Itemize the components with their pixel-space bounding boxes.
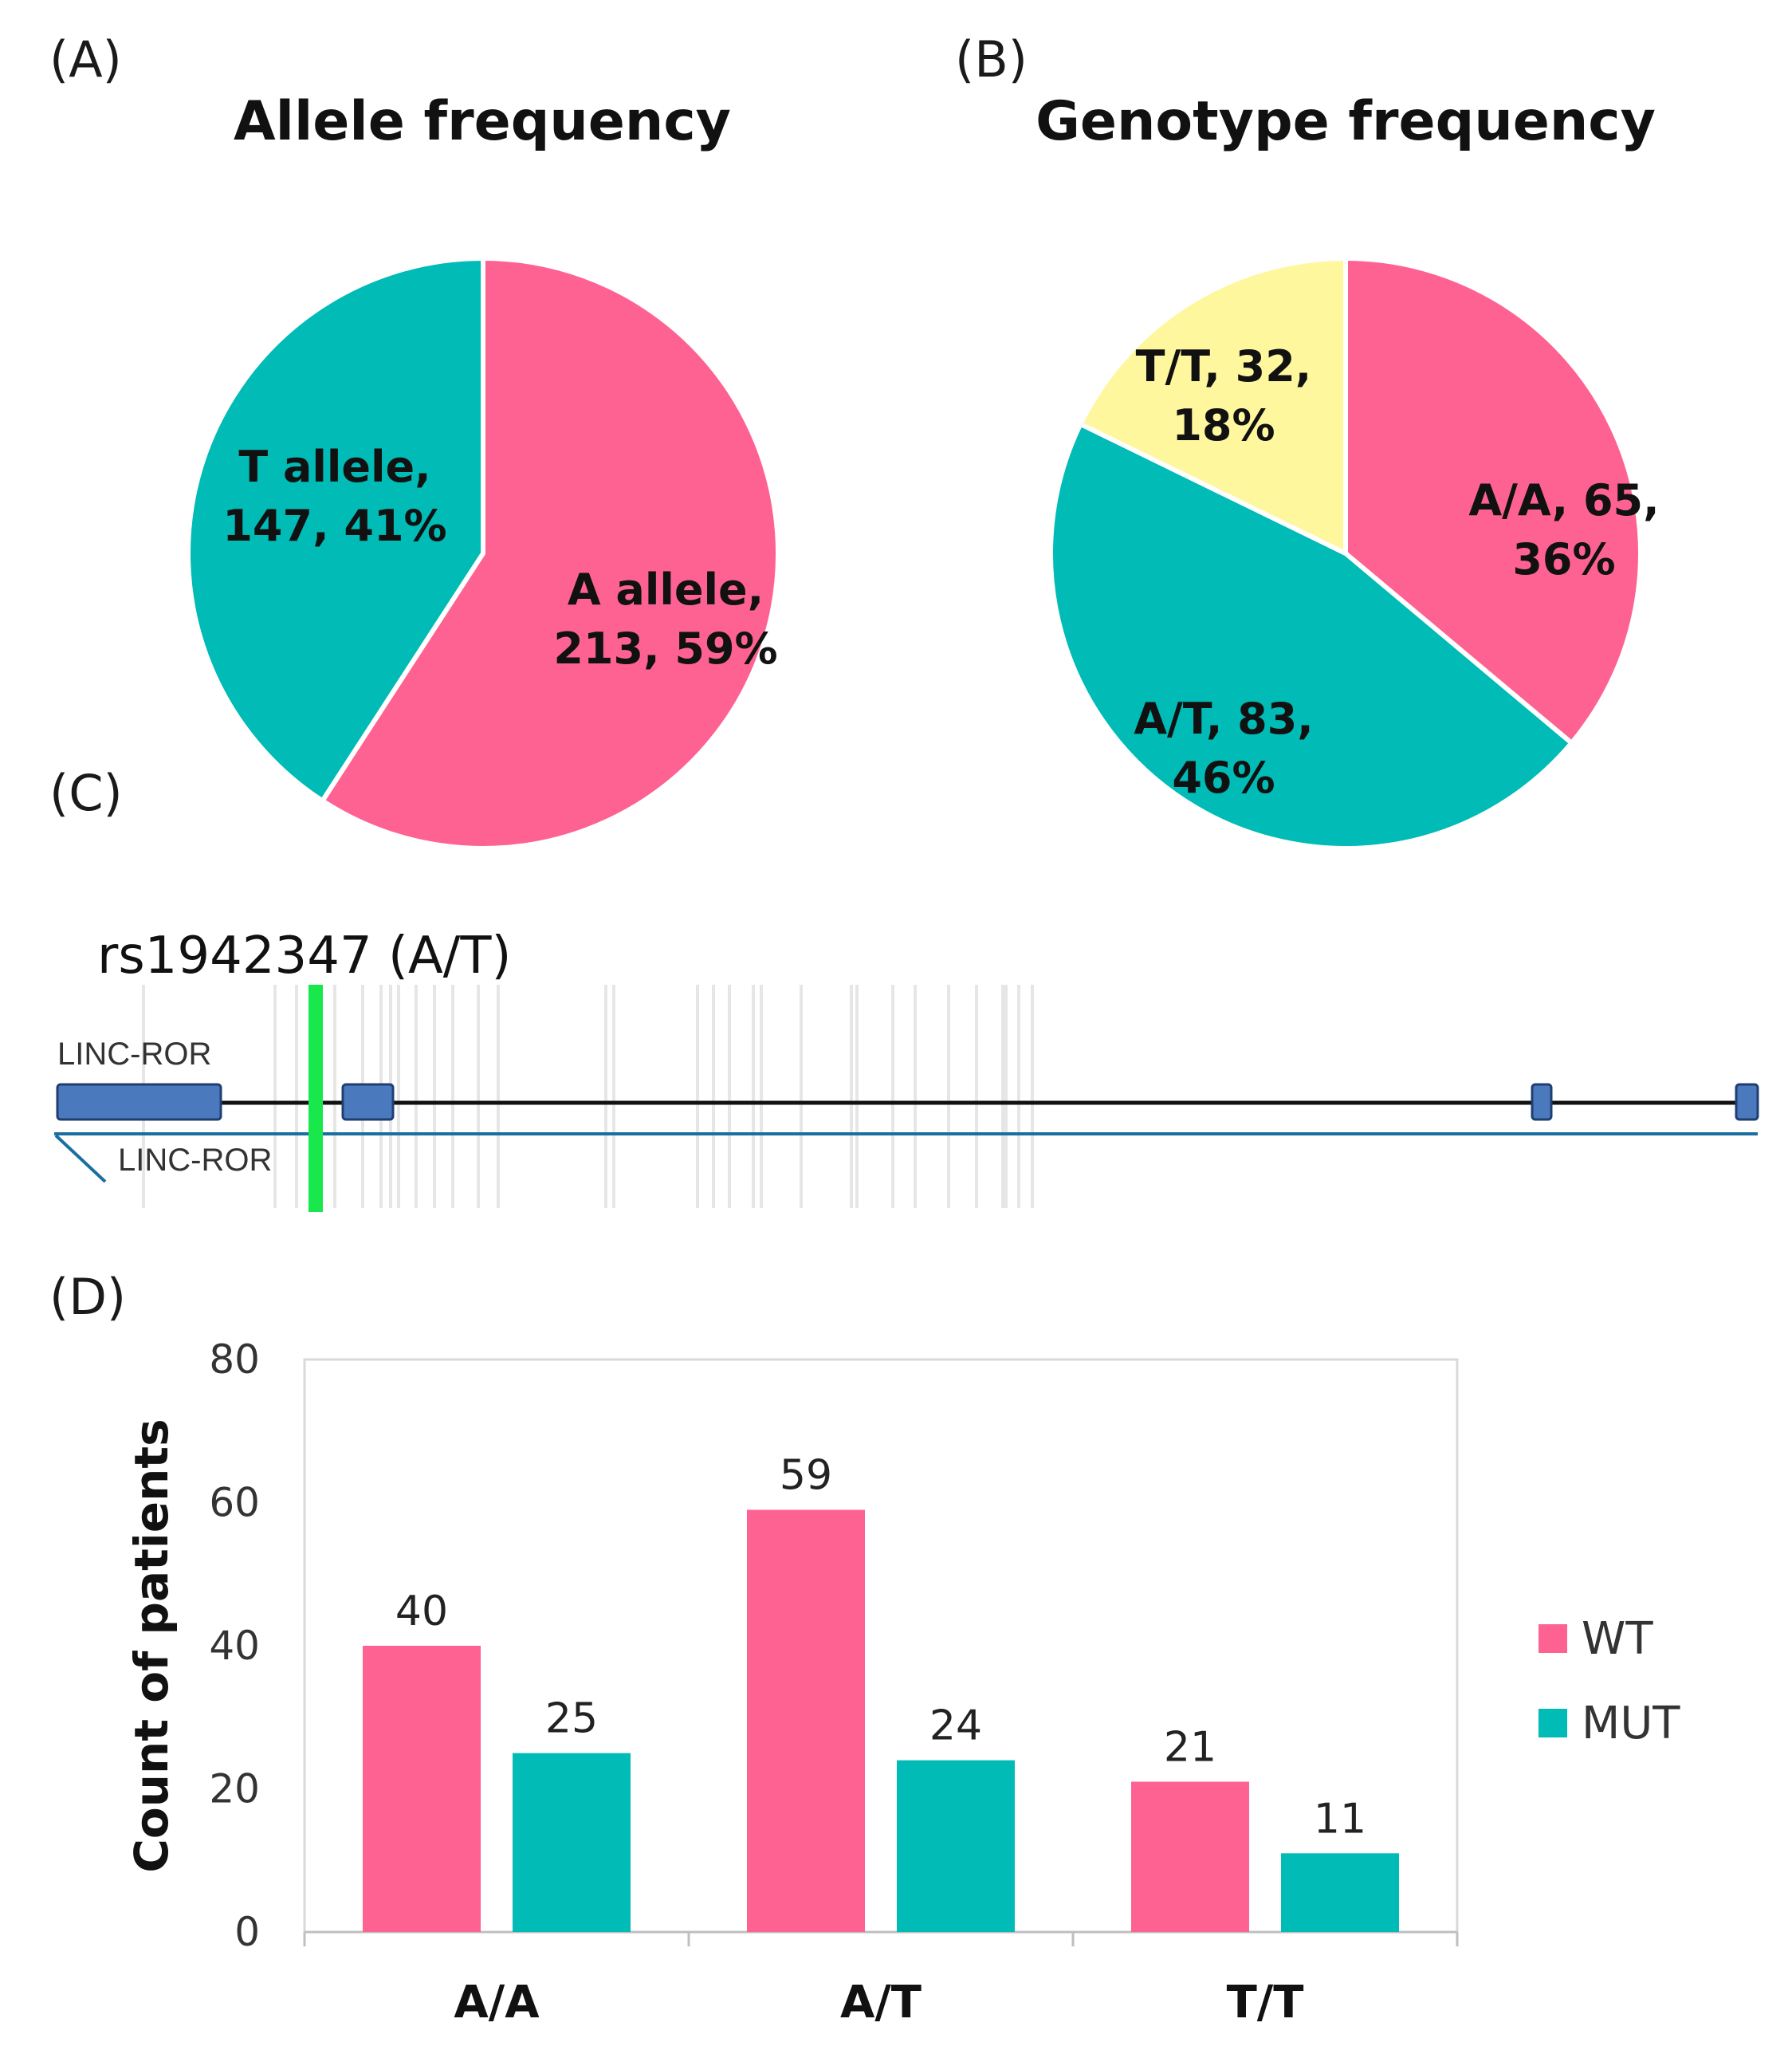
pie-a-slice-1 [186, 256, 485, 804]
exon-1 [56, 1083, 222, 1121]
legend-label-mut: MUT [1582, 1698, 1680, 1749]
bar-wt-1 [747, 1509, 865, 1932]
pie-a-slice-0 [320, 256, 780, 851]
bar-chart-genotype-counts: 0 20 40 60 80 A/A A/T T/T 40 25 59 24 21 11 Count o… [124, 1336, 1680, 2028]
panel-label-a: (A) [49, 30, 122, 89]
gene-label-lower: LINC-ROR [118, 1143, 272, 1178]
pie-b-title: Genotype frequency [1036, 90, 1656, 153]
y-axis-title: Count of patients [124, 1419, 179, 1872]
bar-marks: 40 25 59 24 21 11 [363, 1452, 1399, 1932]
x-tick-label-1: A/T [840, 1977, 922, 2028]
snp-marker [308, 985, 323, 1212]
data-label-mut-1: 24 [929, 1702, 982, 1750]
exon-3 [1531, 1083, 1553, 1121]
data-label-mut-0: 25 [545, 1695, 598, 1743]
pie-b-slice-0 [1343, 256, 1643, 746]
track-background-ticks [142, 985, 1034, 1208]
pie-b-slice-label-1: A/T, 83, 46% [1134, 694, 1314, 803]
panel-label-c: (C) [49, 764, 123, 822]
x-axis: A/A A/T T/T [303, 1930, 1459, 2028]
snp-label: rs1942347 (A/T) [97, 927, 511, 986]
legend-swatch-mut [1539, 1709, 1567, 1737]
panel-label-b: (B) [955, 30, 1028, 89]
y-tick-label: 20 [209, 1766, 260, 1812]
exon-2 [341, 1083, 395, 1121]
pie-genotype-frequency: A/A, 65, 36% A/T, 83, 46% T/T, 32, 18% [1048, 256, 1660, 851]
legend-label-wt: WT [1582, 1613, 1653, 1665]
genome-track: rs1942347 (A/T) LINC-ROR LINC-ROR [54, 927, 1759, 1212]
x-tick-label-0: A/A [454, 1977, 540, 2028]
data-label-wt-0: 40 [395, 1588, 448, 1635]
gene-label-upper: LINC-ROR [57, 1037, 211, 1072]
data-label-wt-2: 21 [1164, 1724, 1216, 1772]
exon-4 [1735, 1083, 1759, 1121]
legend: WT MUT [1539, 1613, 1680, 1749]
data-label-wt-1: 59 [780, 1452, 832, 1500]
pie-allele-frequency: A allele, 213, 59% T allele, 147, 41% [186, 256, 780, 851]
bar-mut-1 [897, 1760, 1015, 1932]
y-tick-label: 40 [209, 1623, 260, 1669]
pie-b-slice-label-0: A/A, 65, 36% [1468, 475, 1659, 584]
y-axis-ticks: 0 20 40 60 80 [209, 1336, 260, 1955]
y-tick-label: 0 [234, 1909, 260, 1955]
legend-swatch-wt [1539, 1624, 1567, 1653]
pie-a-slice-label-1: T allele, 147, 41% [222, 442, 446, 551]
strand-tick [54, 1134, 107, 1183]
bar-mut-0 [513, 1753, 631, 1932]
x-tick-label-2: T/T [1227, 1977, 1304, 2028]
pie-b-slice-1 [1048, 421, 1574, 851]
data-label-mut-2: 11 [1314, 1795, 1366, 1843]
pie-a-slice-label-0: A allele, 213, 59% [553, 565, 777, 674]
panel-label-d: (D) [49, 1268, 126, 1326]
pie-a-title: Allele frequency [234, 90, 731, 153]
bar-wt-2 [1131, 1781, 1249, 1932]
y-tick-label: 80 [209, 1336, 260, 1383]
bar-wt-0 [363, 1646, 481, 1932]
pie-b-slice-label-2: T/T, 32, 18% [1136, 341, 1312, 451]
bar-mut-2 [1281, 1853, 1399, 1932]
pie-b-slice-2 [1078, 256, 1348, 556]
y-tick-label: 60 [209, 1480, 260, 1526]
